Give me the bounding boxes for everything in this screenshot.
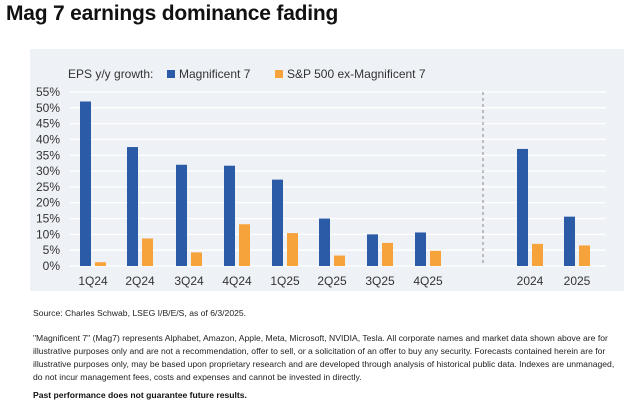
legend-label-sp500-ex-mag7: S&P 500 ex-Magnificent 7 (287, 67, 426, 81)
bar-sp-500-ex-magnificent-7-2q25 (334, 255, 345, 266)
chart-title: Mag 7 earnings dominance fading (6, 2, 339, 25)
bar-sp-500-ex-magnificent-7-1q25 (287, 233, 298, 266)
bar-magnificent-7-4q25 (415, 232, 426, 266)
bar-magnificent-7-2024 (517, 148, 528, 266)
x-tick-label: 4Q24 (222, 274, 252, 288)
bar-magnificent-7-3q25 (367, 234, 378, 266)
bar-sp-500-ex-magnificent-7-3q24 (191, 252, 202, 266)
legend-title: EPS y/y growth: (68, 67, 153, 81)
y-tick-label: 10% (36, 227, 60, 241)
disclaimer-text: "Magnificent 7" (Mag7) represents Alphab… (33, 333, 615, 382)
legend-swatch-magnificent-7 (167, 70, 175, 78)
y-tick-label: 25% (36, 180, 60, 194)
source-note: Source: Charles Schwab, LSEG I/B/E/S, as… (33, 308, 247, 318)
bar-chart: 0% 5% 10%15% 20% 25% 30% 35% 40%45% 50% 55% 1Q24 2Q… (36, 67, 606, 288)
y-tick-label: 35% (36, 148, 60, 162)
x-tick-label: 2025 (564, 274, 591, 288)
y-tick-label: 30% (36, 164, 60, 178)
x-tick-label: 2024 (517, 274, 544, 288)
legend-label-magnificent-7: Magnificent 7 (179, 67, 251, 81)
y-tick-label: 5% (43, 243, 61, 257)
past-performance-note: Past performance does not guarantee futu… (33, 390, 247, 400)
x-tick-label: 3Q24 (174, 274, 204, 288)
y-tick-label: 50% (36, 101, 60, 115)
y-tick-label: 20% (36, 196, 60, 210)
bar-sp-500-ex-magnificent-7-2q24 (142, 238, 153, 266)
x-tick-label: 2Q24 (125, 274, 155, 288)
y-tick-label: 40% (36, 132, 60, 146)
bar-sp-500-ex-magnificent-7-2025 (579, 245, 590, 266)
legend-swatch-sp500-ex-mag7 (275, 70, 283, 78)
x-tick-label: 4Q25 (413, 274, 443, 288)
bar-magnificent-7-3q24 (176, 164, 187, 266)
bar-sp-500-ex-magnificent-7-4q25 (430, 250, 441, 266)
y-tick-label: 0% (43, 259, 61, 273)
bar-sp-500-ex-magnificent-7-2024 (532, 243, 543, 266)
bar-sp-500-ex-magnificent-7-3q25 (382, 242, 393, 266)
bar-magnificent-7-2025 (564, 216, 575, 266)
x-tick-label: 3Q25 (365, 274, 395, 288)
x-tick-label: 1Q25 (270, 274, 300, 288)
bar-magnificent-7-4q24 (224, 165, 235, 266)
bar-sp-500-ex-magnificent-7-1q24 (95, 262, 106, 266)
bar-magnificent-7-1q24 (80, 101, 91, 266)
x-tick-label: 2Q25 (317, 274, 347, 288)
y-tick-label: 45% (36, 117, 60, 131)
y-tick-label: 15% (36, 212, 60, 226)
y-tick-label: 55% (36, 85, 60, 99)
bar-sp-500-ex-magnificent-7-4q24 (239, 224, 250, 266)
x-tick-label: 1Q24 (78, 274, 108, 288)
bar-magnificent-7-2q25 (319, 218, 330, 266)
bar-magnificent-7-1q25 (272, 179, 283, 266)
chart-panel: 0% 5% 10% 15% 20% 25% 30% 35% 40% 45% 50% 55% 1Q24 2Q… (30, 49, 624, 291)
bar-magnificent-7-2q24 (127, 147, 138, 266)
